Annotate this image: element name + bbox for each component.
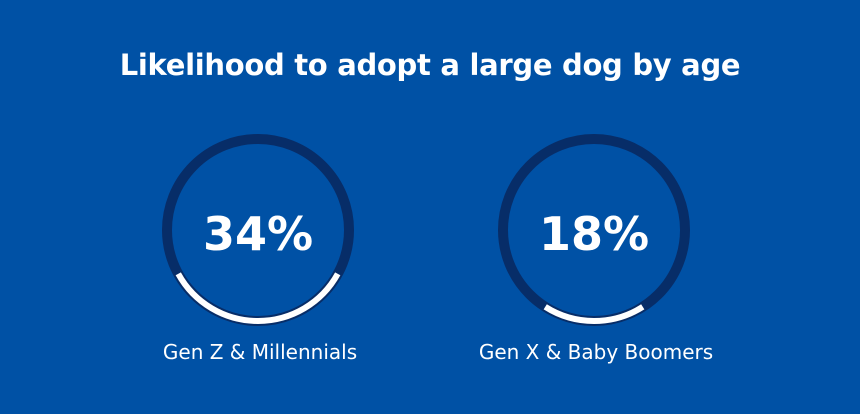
chart-title: Likelihood to adopt a large dog by age [119,48,741,82]
category-label-1: Gen Z & Millennials [162,340,358,364]
donut-gen-x-boomers: 18% [498,134,690,326]
value-label-2: 18% [539,207,649,261]
donut-gen-z-millennials: 34% [162,134,354,326]
value-label-1: 34% [203,207,313,261]
category-label-2: Gen X & Baby Boomers [478,340,714,364]
ring-arc-2 [543,304,645,324]
ring-arc-1 [175,272,341,324]
